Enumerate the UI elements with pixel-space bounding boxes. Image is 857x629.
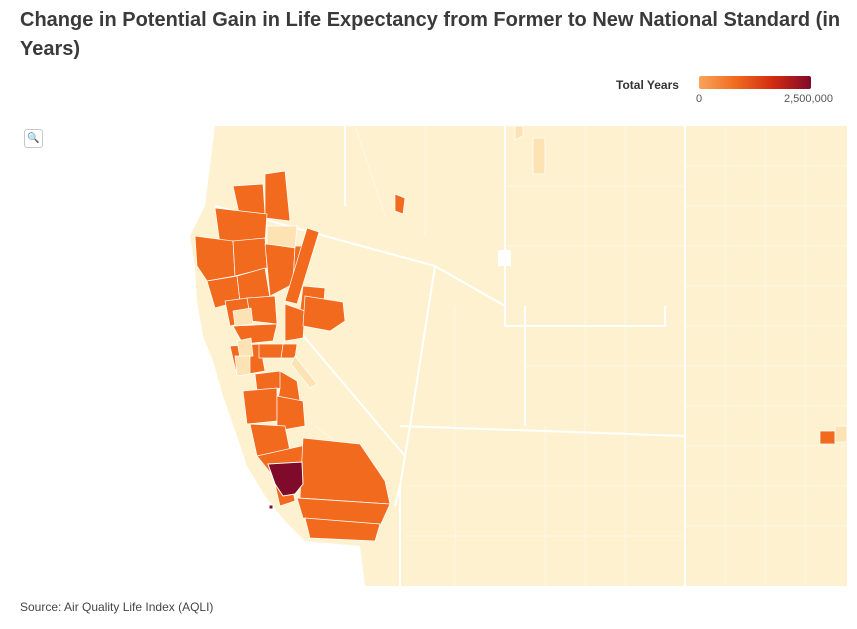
county-los-angeles	[267, 461, 304, 497]
legend-min-label: 0	[696, 93, 703, 105]
magnifier-icon: 🔍	[27, 133, 40, 144]
high-change-counties	[194, 170, 836, 542]
county-bay-4	[284, 303, 306, 342]
county-utah	[819, 430, 836, 445]
no-data-areas	[253, 250, 511, 519]
county-light-3	[236, 337, 254, 359]
county-oregon	[394, 193, 406, 215]
county-light-6	[514, 126, 524, 141]
county-map[interactable]	[185, 126, 847, 586]
legend-title: Total Years	[616, 78, 679, 92]
county-north-2	[264, 170, 291, 222]
county-bay-3	[232, 323, 278, 345]
county-light-5	[290, 355, 318, 389]
light-change-counties	[232, 126, 847, 443]
legend-gradient-bar	[699, 76, 811, 89]
legend-max-label: 2,500,000	[784, 93, 833, 105]
county-north-east	[302, 295, 346, 332]
county-nevada-strip	[284, 227, 320, 305]
county-los-angeles-island	[268, 504, 274, 510]
zoom-button[interactable]: 🔍	[24, 129, 43, 148]
county-light-2	[232, 307, 254, 327]
county-light-4	[234, 355, 251, 377]
county-grid	[284, 126, 847, 586]
source-note: Source: Air Quality Life Index (AQLI)	[20, 600, 214, 614]
county-light-1	[266, 225, 298, 249]
county-bay-small-2	[258, 343, 284, 359]
county-light-7	[532, 137, 546, 175]
county-san-diego	[304, 517, 381, 542]
color-legend: Total Years 0 2,500,000	[600, 74, 850, 114]
county-central-5	[276, 395, 306, 432]
county-central-2	[254, 370, 284, 392]
county-sb	[299, 437, 391, 505]
county-light-8	[834, 425, 847, 443]
chart-title: Change in Potential Gain in Life Expecta…	[20, 9, 841, 60]
county-central-4	[242, 387, 278, 425]
county-bay-small-1	[280, 343, 298, 359]
